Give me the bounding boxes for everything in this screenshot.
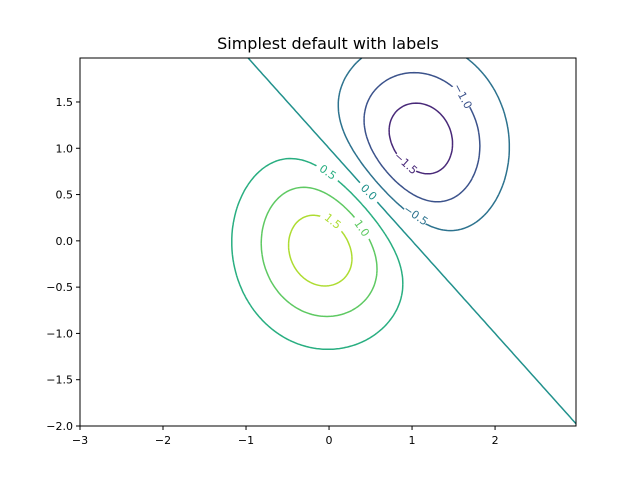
x-tick-label: 2 — [492, 434, 499, 447]
y-tick-label: 1.5 — [56, 96, 74, 109]
contour-line — [247, 57, 577, 425]
contour-label: −1.0 — [451, 81, 476, 111]
contour-lines — [231, 57, 577, 425]
y-tick-label: 0.0 — [56, 235, 74, 248]
contour-line — [337, 57, 511, 232]
y-tick-label: 1.0 — [56, 142, 74, 155]
svg-text:−1.0: −1.0 — [451, 81, 475, 111]
contour-label: −1.5 — [391, 149, 421, 178]
y-axis: −2.0 −1.5 −1.0 −0.5 0.0 0.5 1.0 1.5 — [46, 96, 80, 433]
svg-text:−1.5: −1.5 — [391, 150, 420, 178]
y-tick-label: −1.0 — [46, 327, 73, 340]
x-tick-label: 1 — [409, 434, 416, 447]
x-tick-label: 0 — [326, 434, 333, 447]
contour-line — [231, 157, 404, 351]
contour-label: 1.0 — [348, 213, 376, 243]
contour-label: 1.5 — [318, 207, 348, 235]
x-tick-label: −3 — [72, 434, 88, 447]
y-tick-label: 0.5 — [56, 189, 74, 202]
axes-frame — [79, 57, 577, 427]
x-tick-label: −2 — [155, 434, 171, 447]
y-tick-label: −1.5 — [46, 374, 73, 387]
y-tick-label: −0.5 — [46, 281, 73, 294]
y-tick-label: −2.0 — [46, 420, 73, 433]
chart-title: Simplest default with labels — [217, 34, 439, 53]
contour-line — [260, 186, 378, 318]
x-axis: −3 −2 −1 0 1 2 — [72, 426, 499, 447]
x-tick-label: −1 — [238, 434, 254, 447]
contour-line — [363, 71, 481, 203]
